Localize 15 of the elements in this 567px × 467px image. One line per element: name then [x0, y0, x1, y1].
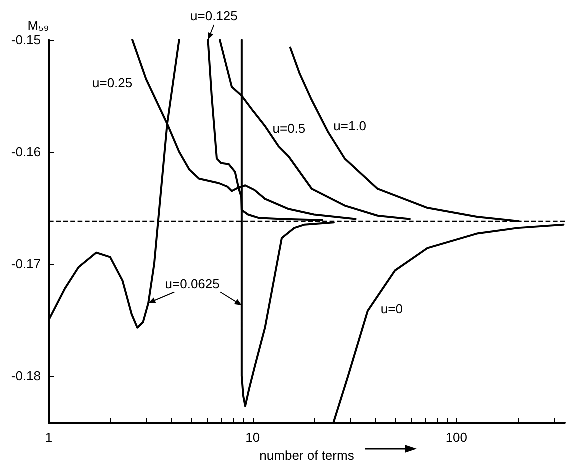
series-label: u=0.125: [190, 8, 238, 24]
y-tick-label: -0.17: [11, 256, 41, 272]
y-tick-label: -0.16: [11, 144, 41, 160]
y-tick-label: -0.18: [11, 368, 41, 384]
series-label: u=0.5: [272, 120, 306, 136]
series-label: u=1.0: [334, 118, 367, 134]
x-tick-label: 1: [45, 430, 53, 446]
series-label: u=0.0625: [165, 276, 220, 292]
x-axis-title: number of terms: [260, 448, 355, 463]
x-tick-label: 10: [246, 430, 260, 446]
x-tick-label: 100: [446, 430, 468, 446]
y-axis-title: M₅₉: [28, 18, 49, 33]
series-label: u=0: [380, 302, 403, 317]
series-label: u=0.25: [92, 76, 133, 90]
y-tick-label: -0.15: [11, 32, 41, 48]
